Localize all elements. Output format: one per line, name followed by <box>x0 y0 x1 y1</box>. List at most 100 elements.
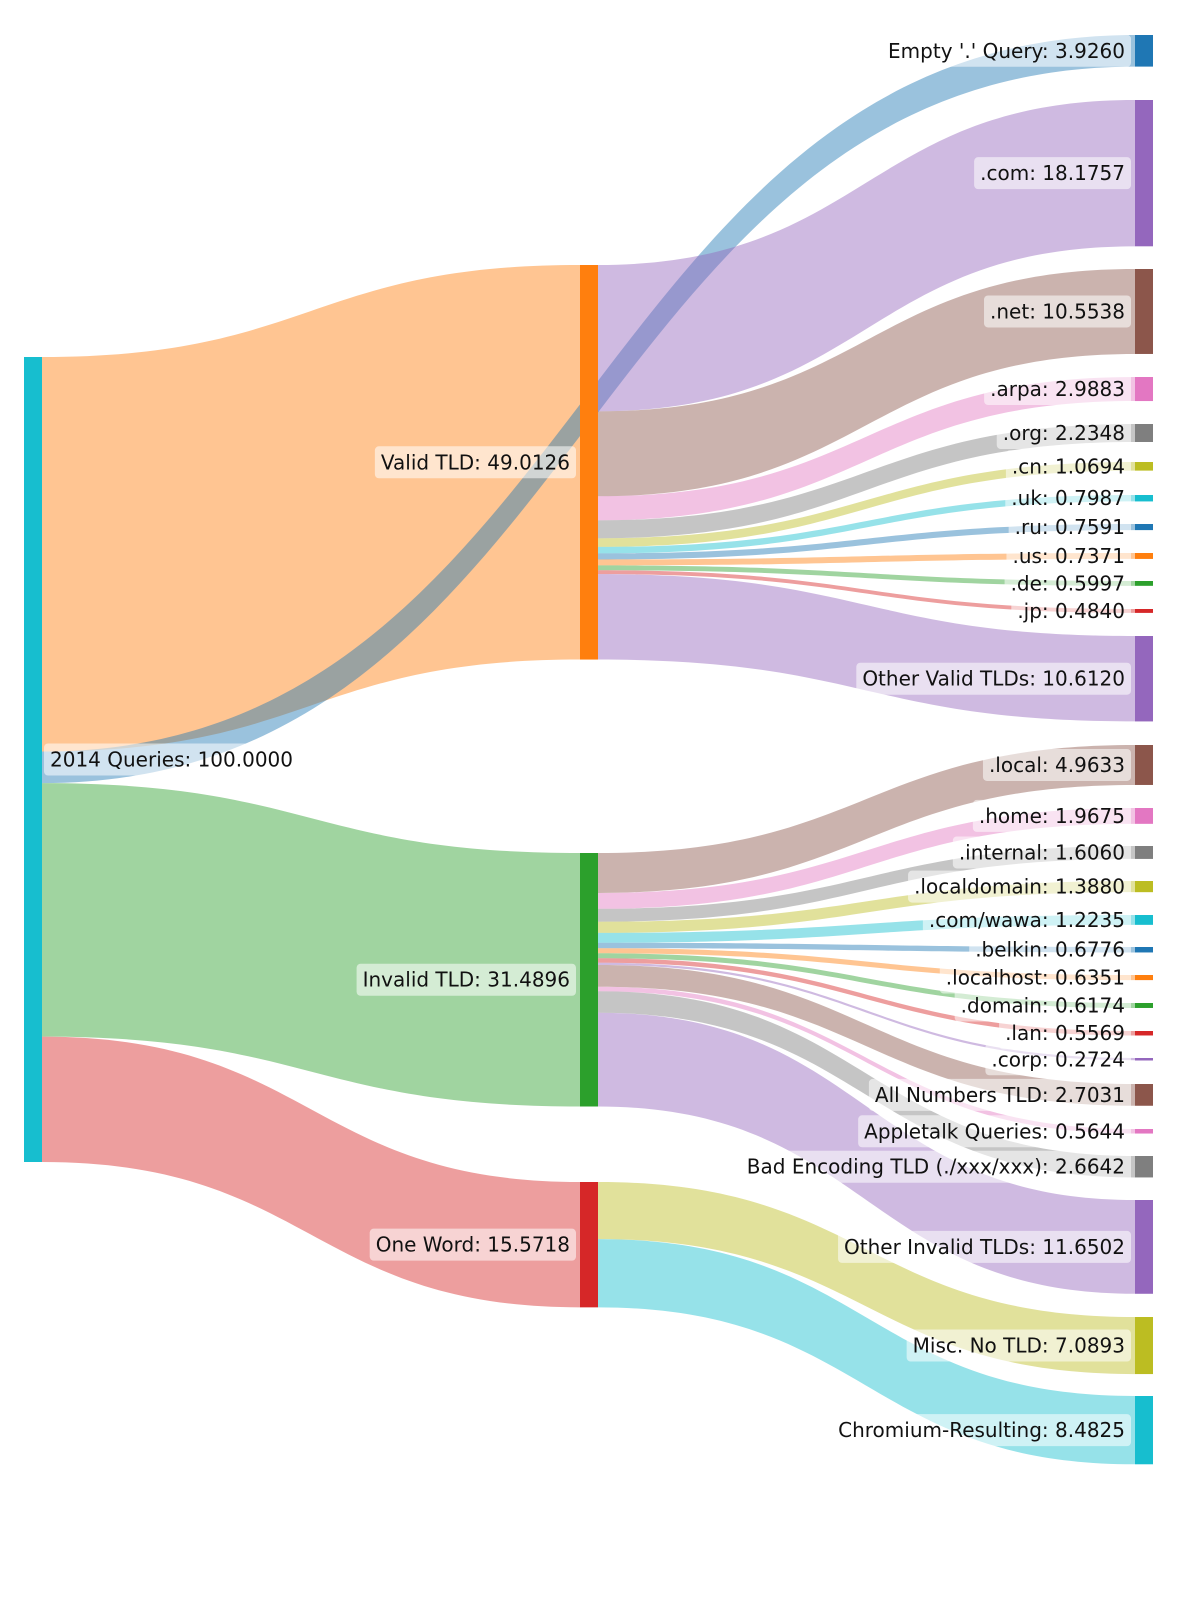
node-belkin[interactable] <box>1135 947 1153 953</box>
label-text-chromium: Chromium-Resulting: 8.4825 <box>838 1418 1125 1442</box>
node-badenc[interactable] <box>1135 1156 1153 1178</box>
label-text-internal: .internal: 1.6060 <box>959 840 1125 864</box>
label-text-uk: .uk: 0.7987 <box>1011 486 1125 510</box>
link-root-invalid[interactable] <box>42 783 580 1107</box>
node-lan[interactable] <box>1135 1031 1153 1036</box>
label-text-misc: Misc. No TLD: 7.0893 <box>913 1334 1125 1358</box>
link-invalid-home[interactable] <box>598 808 1135 909</box>
link-invalid-badenc[interactable] <box>598 991 1135 1178</box>
node-corp[interactable] <box>1135 1058 1153 1061</box>
link-valid-uk[interactable] <box>598 495 1135 554</box>
label-org: .org: 2.2348 <box>996 416 1131 449</box>
node-arpa[interactable] <box>1135 377 1153 402</box>
label-us: .us: 0.7371 <box>1006 539 1131 572</box>
link-invalid-appletalk[interactable] <box>598 986 1135 1134</box>
label-text-empty: Empty '.' Query: 3.9260 <box>888 39 1125 63</box>
node-localhost[interactable] <box>1135 975 1153 981</box>
label-text-valid: Valid TLD: 49.0126 <box>381 450 570 474</box>
label-text-belkin: .belkin: 0.6776 <box>975 938 1125 962</box>
link-valid-us[interactable] <box>598 553 1135 566</box>
node-chromium[interactable] <box>1135 1396 1153 1465</box>
label-comwawa: .com/wawa: 1.2235 <box>922 903 1131 936</box>
label-text-allnum: All Numbers TLD: 2.7031 <box>875 1083 1125 1107</box>
link-valid-jp[interactable] <box>598 570 1135 613</box>
node-othervalid[interactable] <box>1135 636 1153 722</box>
label-text-localdomain: .localdomain: 1.3880 <box>914 875 1125 899</box>
link-invalid-domain[interactable] <box>598 953 1135 1008</box>
sankey-labels: 2014 Queries: 100.0000 Valid TLD: 49.0126… <box>44 34 1131 1447</box>
node-org[interactable] <box>1135 424 1153 442</box>
label-text-appletalk: Appletalk Queries: 0.5644 <box>864 1119 1125 1143</box>
node-root[interactable] <box>24 357 42 1162</box>
label-text-domain: .domain: 0.6174 <box>961 993 1125 1017</box>
label-chromium: Chromium-Resulting: 8.4825 <box>832 1414 1131 1447</box>
label-appletalk: Appletalk Queries: 0.5644 <box>858 1115 1131 1148</box>
label-belkin: .belkin: 0.6776 <box>969 933 1131 966</box>
node-ru[interactable] <box>1135 524 1153 531</box>
label-text-local: .local: 4.9633 <box>989 753 1125 777</box>
link-invalid-lan[interactable] <box>598 958 1135 1036</box>
sankey-nodes <box>24 35 1153 1465</box>
label-com: .com: 18.1757 <box>974 157 1131 190</box>
node-jp[interactable] <box>1135 609 1153 613</box>
link-root-valid[interactable] <box>42 265 580 752</box>
label-text-arpa: .arpa: 2.9883 <box>990 377 1125 401</box>
label-invalid: Invalid TLD: 31.4896 <box>356 963 576 996</box>
label-text-de: .de: 0.5997 <box>1011 571 1125 595</box>
label-text-comwawa: .com/wawa: 1.2235 <box>929 908 1125 932</box>
node-internal[interactable] <box>1135 846 1153 859</box>
label-text-org: .org: 2.2348 <box>1003 421 1125 445</box>
node-comwawa[interactable] <box>1135 915 1153 925</box>
link-valid-ru[interactable] <box>598 524 1135 560</box>
label-otherinvalid: Other Invalid TLDs: 11.6502 <box>838 1230 1131 1263</box>
label-valid: Valid TLD: 49.0126 <box>374 446 576 479</box>
label-text-corp: .corp: 0.2724 <box>991 1047 1125 1071</box>
label-localdomain: .localdomain: 1.3880 <box>908 870 1131 903</box>
node-de[interactable] <box>1135 581 1153 586</box>
link-oneword-misc[interactable] <box>598 1182 1135 1375</box>
node-oneword[interactable] <box>580 1182 598 1308</box>
link-valid-de[interactable] <box>598 565 1135 586</box>
node-local[interactable] <box>1135 745 1153 785</box>
label-uk: .uk: 0.7987 <box>1005 482 1131 515</box>
link-invalid-allnum[interactable] <box>598 964 1135 1106</box>
link-invalid-local[interactable] <box>598 745 1135 893</box>
node-uk[interactable] <box>1135 495 1153 502</box>
link-valid-arpa[interactable] <box>598 377 1135 521</box>
node-misc[interactable] <box>1135 1317 1153 1375</box>
label-text-cn: .cn: 1.0694 <box>1012 454 1125 478</box>
node-appletalk[interactable] <box>1135 1129 1153 1134</box>
label-arpa: .arpa: 2.9883 <box>984 373 1131 406</box>
node-allnum[interactable] <box>1135 1084 1153 1106</box>
link-valid-org[interactable] <box>598 424 1135 539</box>
link-oneword-chromium[interactable] <box>598 1239 1135 1465</box>
label-text-us: .us: 0.7371 <box>1012 544 1125 568</box>
label-home: .home: 1.9675 <box>972 799 1131 832</box>
label-internal: .internal: 1.6060 <box>952 836 1131 869</box>
node-localdomain[interactable] <box>1135 881 1153 893</box>
node-us[interactable] <box>1135 553 1153 559</box>
label-text-badenc: Bad Encoding TLD (./xxx/xxx): 2.6642 <box>747 1155 1125 1179</box>
node-com[interactable] <box>1135 100 1153 247</box>
node-home[interactable] <box>1135 808 1153 824</box>
node-invalid[interactable] <box>580 853 598 1107</box>
label-text-ru: .ru: 0.7591 <box>1015 515 1125 539</box>
label-allnum: All Numbers TLD: 2.7031 <box>868 1078 1131 1111</box>
node-empty[interactable] <box>1135 35 1153 67</box>
link-invalid-localhost[interactable] <box>598 948 1135 981</box>
link-invalid-corp[interactable] <box>598 962 1135 1061</box>
label-domain: .domain: 0.6174 <box>954 989 1131 1022</box>
label-net: .net: 10.5538 <box>984 295 1131 328</box>
label-oneword: One Word: 15.5718 <box>369 1228 576 1261</box>
link-valid-cn[interactable] <box>598 462 1135 547</box>
label-text-com: .com: 18.1757 <box>980 161 1125 185</box>
label-othervalid: Other Valid TLDs: 10.6120 <box>856 662 1131 695</box>
node-net[interactable] <box>1135 269 1153 354</box>
node-domain[interactable] <box>1135 1003 1153 1008</box>
label-de: .de: 0.5997 <box>1004 567 1131 600</box>
label-root: 2014 Queries: 100.0000 <box>44 743 300 776</box>
node-otherinvalid[interactable] <box>1135 1200 1153 1294</box>
node-valid[interactable] <box>580 265 598 660</box>
node-cn[interactable] <box>1135 462 1153 471</box>
